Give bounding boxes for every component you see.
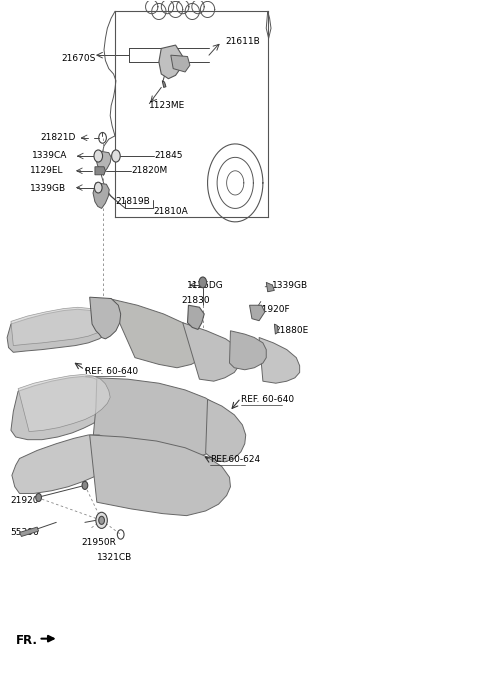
Text: 1321CB: 1321CB <box>97 553 132 562</box>
Text: 21810A: 21810A <box>153 207 188 215</box>
Circle shape <box>199 277 206 288</box>
Polygon shape <box>162 81 166 88</box>
Circle shape <box>94 150 103 162</box>
Text: 21830: 21830 <box>182 296 210 305</box>
Polygon shape <box>205 400 246 462</box>
Polygon shape <box>12 435 116 493</box>
Polygon shape <box>90 435 230 516</box>
Polygon shape <box>11 307 110 346</box>
Circle shape <box>112 150 120 162</box>
Polygon shape <box>7 309 111 352</box>
Circle shape <box>99 516 105 524</box>
Polygon shape <box>183 323 241 381</box>
Polygon shape <box>266 282 275 292</box>
Text: 21880E: 21880E <box>275 326 309 335</box>
Polygon shape <box>109 298 206 368</box>
Text: REF. 60-640: REF. 60-640 <box>85 367 138 375</box>
Polygon shape <box>18 375 110 431</box>
Text: 21819B: 21819B <box>115 196 150 206</box>
Circle shape <box>82 481 88 489</box>
Polygon shape <box>171 55 190 72</box>
Polygon shape <box>20 527 38 537</box>
Polygon shape <box>93 378 231 458</box>
Circle shape <box>36 493 41 502</box>
Polygon shape <box>259 338 300 383</box>
Polygon shape <box>90 297 120 339</box>
Text: 1129EL: 1129EL <box>30 166 63 176</box>
Text: REF.60-624: REF.60-624 <box>210 456 261 464</box>
Text: 21920F: 21920F <box>257 305 290 314</box>
Text: 55396: 55396 <box>10 528 39 537</box>
Text: 1339GB: 1339GB <box>30 184 66 193</box>
Text: 1339CA: 1339CA <box>33 151 68 161</box>
Polygon shape <box>229 331 266 370</box>
Circle shape <box>96 512 108 529</box>
Text: REF. 60-640: REF. 60-640 <box>241 395 294 404</box>
Text: 1123ME: 1123ME <box>149 101 186 110</box>
Text: 1125DG: 1125DG <box>187 281 223 290</box>
Text: 21950R: 21950R <box>82 538 117 547</box>
Text: 21820M: 21820M <box>131 166 168 176</box>
Text: 21670S: 21670S <box>61 54 96 63</box>
Polygon shape <box>250 305 265 321</box>
Polygon shape <box>11 377 110 439</box>
Polygon shape <box>188 305 204 329</box>
Text: 21845: 21845 <box>154 151 182 161</box>
Circle shape <box>95 182 102 193</box>
Text: FR.: FR. <box>16 634 38 647</box>
Polygon shape <box>275 324 278 334</box>
Polygon shape <box>96 151 111 173</box>
Text: 21611B: 21611B <box>226 37 261 46</box>
Polygon shape <box>93 183 109 209</box>
Text: 21821D: 21821D <box>40 134 76 142</box>
Text: 1339GB: 1339GB <box>273 281 309 290</box>
Polygon shape <box>159 45 183 79</box>
Text: 21920: 21920 <box>10 495 38 505</box>
Polygon shape <box>95 167 106 175</box>
